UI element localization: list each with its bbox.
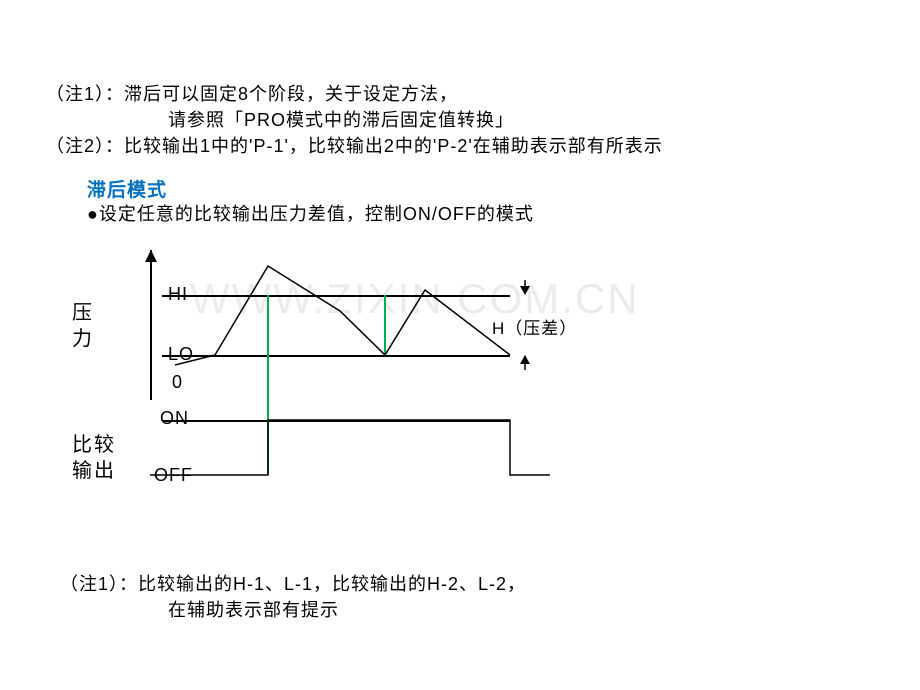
diagram-svg — [50, 250, 650, 510]
section-desc: ●设定任意的比较输出压力差值，控制ON/OFF的模式 — [87, 200, 534, 226]
bottom-note1-line2: 在辅助表示部有提示 — [168, 596, 339, 622]
output-waveform — [150, 420, 550, 475]
note1-line1: （注1）：滞后可以固定8个阶段，关于设定方法， — [46, 80, 458, 106]
arrow-down-head — [520, 286, 530, 295]
bottom-note1-line1: （注1）：比较输出的H-1、L-1，比较输出的H-2、L-2， — [60, 570, 526, 596]
arrow-up-head — [520, 355, 530, 364]
note1-line2: 请参照「PRO模式中的滞后固定值转换」 — [168, 106, 514, 132]
pressure-waveform — [175, 266, 510, 365]
section-title: 滞后模式 — [87, 175, 167, 202]
timing-diagram: 压 力 比较 输出 HI LO 0 ON OFF H（压差） — [50, 250, 650, 510]
note2: （注2）：比较输出1中的'P-1'，比较输出2中的'P-2'在辅助表示部有所表示 — [46, 132, 663, 158]
